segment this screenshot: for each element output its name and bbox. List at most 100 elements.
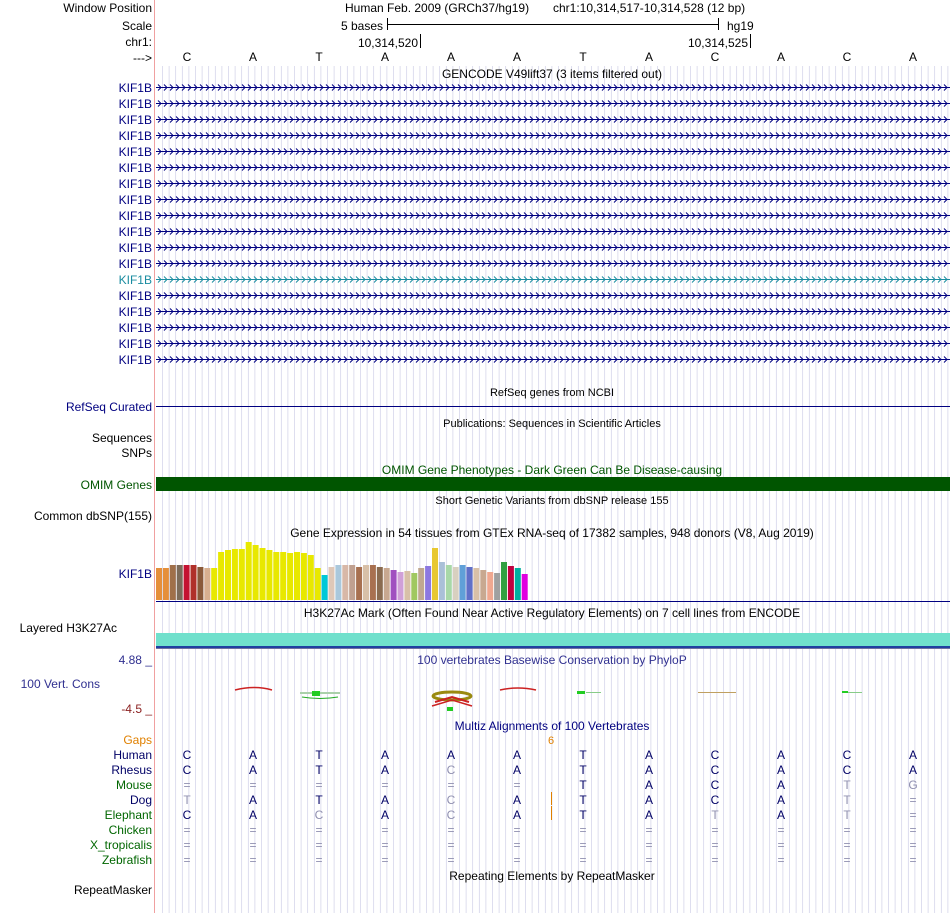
gencode-transcript[interactable] (156, 132, 950, 139)
multiz-species-label[interactable]: Zebrafish (102, 853, 152, 867)
multiz-species-label[interactable]: Dog (130, 793, 152, 807)
omim-gene-feature[interactable] (156, 477, 950, 491)
multiz-species-label[interactable]: Elephant (105, 808, 153, 822)
gtex-tissue-bar[interactable] (445, 565, 452, 600)
gtex-tissue-bar[interactable] (452, 567, 459, 600)
gencode-gene-label[interactable]: KIF1B (119, 225, 152, 239)
gtex-tissue-bar[interactable] (404, 571, 411, 600)
gtex-tissue-bar[interactable] (438, 562, 445, 600)
conservation-track-label[interactable]: 100 Vert. Cons (21, 677, 100, 691)
gtex-tissue-bar[interactable] (231, 549, 238, 600)
gencode-gene-label[interactable]: KIF1B (119, 337, 152, 351)
multiz-species-row[interactable]: Zebrafish = = = = = = = = = = = = (102, 853, 917, 867)
gencode-transcript[interactable] (156, 340, 950, 347)
gencode-gene-label[interactable]: KIF1B (119, 273, 152, 287)
gtex-tissue-bar[interactable] (238, 549, 245, 600)
gtex-tissue-bar[interactable] (259, 548, 266, 600)
gencode-gene-label[interactable]: KIF1B (119, 321, 152, 335)
gtex-tissue-bar[interactable] (211, 568, 218, 600)
gencode-transcript[interactable] (156, 196, 950, 203)
gtex-tissue-bar[interactable] (273, 552, 280, 600)
gencode-transcript[interactable] (156, 260, 950, 267)
multiz-species-label[interactable]: Chicken (109, 823, 152, 837)
gencode-transcript[interactable] (156, 324, 950, 331)
gencode-gene-label[interactable]: KIF1B (119, 241, 152, 255)
gencode-gene-label[interactable]: KIF1B (119, 129, 152, 143)
publications-sequences-label[interactable]: Sequences (92, 431, 152, 445)
multiz-species-row[interactable]: Rhesus C A T A C A T A C A C A (111, 763, 917, 777)
gtex-tissue-bar[interactable] (335, 565, 342, 600)
gencode-gene-label[interactable]: KIF1B (119, 97, 152, 111)
gencode-transcript[interactable] (156, 148, 950, 155)
gencode-gene-label[interactable]: KIF1B (119, 257, 152, 271)
gencode-transcript[interactable] (156, 84, 950, 91)
gtex-tissue-bar[interactable] (252, 545, 259, 600)
gencode-gene-features[interactable] (156, 84, 950, 363)
gtex-tissue-bar[interactable] (245, 542, 252, 600)
gtex-tissue-bar[interactable] (294, 552, 300, 600)
gtex-tissue-bar[interactable] (169, 565, 176, 600)
gtex-tissue-bar[interactable] (321, 575, 328, 600)
multiz-species-label[interactable]: X_tropicalis (90, 838, 152, 852)
gtex-tissue-bar[interactable] (342, 565, 349, 600)
multiz-species-row[interactable]: Elephant C A C A C A T A T A T = (105, 808, 917, 822)
gtex-tissue-bar[interactable] (487, 572, 494, 600)
gencode-gene-label[interactable]: KIF1B (119, 161, 152, 175)
gencode-transcript[interactable] (156, 212, 950, 219)
gtex-tissue-bar[interactable] (190, 565, 197, 600)
gencode-gene-label[interactable]: KIF1B (119, 177, 152, 191)
gencode-gene-label[interactable]: KIF1B (119, 209, 152, 223)
gtex-tissue-bar[interactable] (328, 567, 335, 600)
gtex-tissue-bar[interactable] (473, 568, 480, 600)
gencode-transcript[interactable] (156, 228, 950, 235)
repeatmasker-track-label[interactable]: RepeatMasker (74, 883, 152, 897)
multiz-species-row[interactable]: Dog T A T A C A T A C A T = (130, 793, 917, 807)
gtex-tissue-bar[interactable] (369, 565, 376, 600)
dbsnp-track-label[interactable]: Common dbSNP(155) (34, 509, 152, 523)
gencode-transcript[interactable] (156, 180, 950, 187)
gtex-tissue-bar[interactable] (480, 570, 487, 600)
gtex-tissue-bar[interactable] (376, 567, 383, 600)
gtex-tissue-bar[interactable] (218, 552, 225, 600)
gencode-gene-label[interactable]: KIF1B (119, 81, 152, 95)
gtex-tissue-bar[interactable] (390, 570, 397, 600)
gtex-tissue-bar[interactable] (501, 562, 507, 600)
publications-snps-label[interactable]: SNPs (121, 446, 152, 460)
gencode-transcript[interactable] (156, 116, 950, 123)
multiz-species-label[interactable]: Human (113, 748, 152, 762)
gencode-gene-label[interactable]: KIF1B (119, 305, 152, 319)
gtex-tissue-bar[interactable] (197, 567, 204, 600)
gtex-tissue-bar[interactable] (494, 573, 501, 600)
omim-track-label[interactable]: OMIM Genes (81, 478, 152, 492)
gencode-transcript[interactable] (156, 292, 950, 299)
gencode-transcript[interactable] (156, 356, 950, 363)
gtex-tissue-bar[interactable] (162, 568, 169, 600)
gtex-tissue-bar[interactable] (287, 553, 294, 600)
h3k27ac-track-label[interactable]: Layered H3K27Ac (20, 621, 117, 635)
multiz-species-label[interactable]: Rhesus (111, 763, 152, 777)
gtex-track-label[interactable]: KIF1B (119, 567, 152, 581)
gtex-tissue-bar[interactable] (459, 565, 466, 600)
gtex-tissue-bar[interactable] (397, 572, 404, 600)
gtex-tissue-bar[interactable] (356, 567, 363, 600)
gtex-tissue-bar[interactable] (156, 568, 162, 600)
gencode-gene-label[interactable]: KIF1B (119, 145, 152, 159)
gtex-tissue-bar[interactable] (521, 574, 528, 600)
gencode-gene-label[interactable]: KIF1B (119, 353, 152, 367)
gtex-tissue-bar[interactable] (432, 548, 438, 600)
gtex-tissue-bar[interactable] (266, 550, 273, 600)
gtex-tissue-bar[interactable] (425, 566, 432, 600)
gtex-tissue-bar[interactable] (411, 573, 418, 600)
gtex-tissue-bar[interactable] (280, 552, 287, 600)
gtex-tissue-bar[interactable] (349, 565, 356, 600)
gencode-gene-labels[interactable]: KIF1B KIF1B KIF1B KIF1B KIF1B KIF1B KIF1B KIF1B… (119, 81, 152, 367)
multiz-species-label[interactable]: Mouse (116, 778, 152, 792)
multiz-species-row[interactable]: Mouse = = = = = = T A C A T G (116, 778, 918, 792)
gencode-gene-label[interactable]: KIF1B (119, 193, 152, 207)
multiz-species-row[interactable]: Human C A T A A A T A C A C A (113, 748, 917, 762)
gtex-tissue-bar[interactable] (383, 568, 390, 600)
gtex-tissue-bar[interactable] (507, 566, 514, 600)
gtex-expression-bars[interactable] (156, 542, 528, 600)
